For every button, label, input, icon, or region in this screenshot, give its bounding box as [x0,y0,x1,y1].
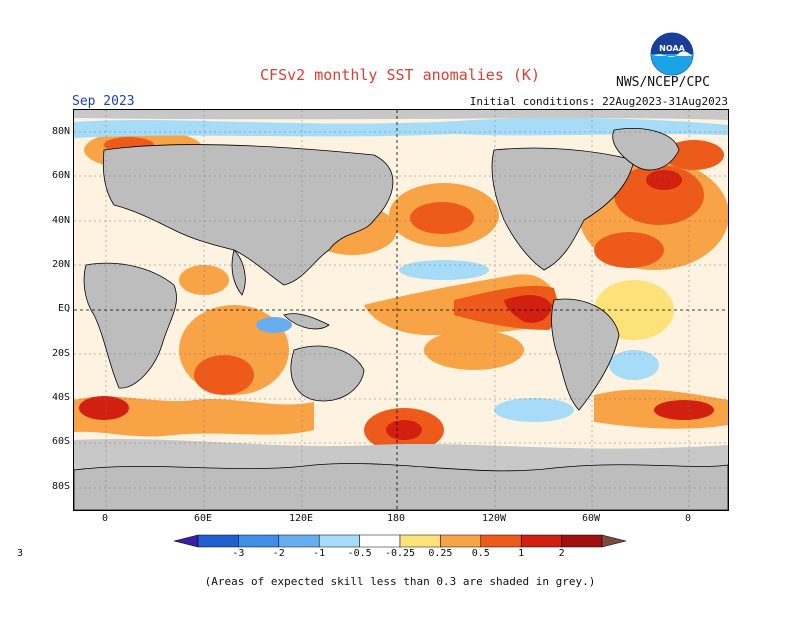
land-eurasia [102,144,394,286]
land-africa [83,262,177,389]
lat-label-40s: 40S [51,392,70,403]
footnote: (Areas of expected skill less than 0.3 a… [204,575,596,588]
equator-dateline [74,110,728,510]
colorbar-segment [359,534,401,548]
cool-anomaly-layer [74,117,728,422]
logo-text: NOAA [659,44,685,53]
map-canvas [74,110,728,510]
initial-conditions: Initial conditions: 22Aug2023-31Aug2023 [469,95,728,108]
colorbar-min-triangle [174,534,199,548]
lat-label-80n: 80N [51,126,70,137]
lon-label-0-west: 0 [101,513,109,524]
lon-label-60e: 60E [193,513,213,524]
lon-label-180: 180 [386,513,406,524]
land-australia [290,345,365,402]
colorbar-segment [480,534,522,548]
colorbar [174,534,626,548]
lon-label-120e: 120E [288,513,314,524]
map-title: CFSv2 monthly SST anomalies (K) [260,66,540,84]
colorbar-segment [561,534,603,548]
colorbar-tick-label: -1 [313,548,326,559]
colorbar-tick-label: 1 [518,548,525,559]
noaa-logo: NOAA [650,32,694,76]
colorbar-max-triangle [601,534,626,548]
land-layer [74,128,728,510]
colorbar-tick-label: 0.25 [428,548,453,559]
colorbar-tick-label: -0.5 [347,548,372,559]
colorbar-segment [520,534,562,548]
lat-label-20s: 20S [51,348,70,359]
colorbar-segment [278,534,320,548]
colorbar-segment [197,534,239,548]
land-antarctica [74,463,728,510]
lat-label-20n: 20N [51,259,70,270]
lon-label-0-east: 0 [684,513,692,524]
lat-label-40n: 40N [51,215,70,226]
colorbar-segment [238,534,280,548]
colorbar-tick-label: -0.25 [384,548,416,559]
lon-label-60w: 60W [581,513,601,524]
sst-anomaly-map [73,109,729,511]
land-south-america [551,298,620,411]
colorbar-tick-label: 3 [16,548,24,559]
colorbar-segment [440,534,482,548]
forecast-period: Sep 2023 [72,94,135,109]
lat-label-80s: 80S [51,481,70,492]
colorbar-tick-label: 0.5 [471,548,490,559]
lat-label-eq: EQ [57,303,70,314]
colorbar-tick-label: -3 [232,548,245,559]
land-india [231,249,246,296]
lat-label-60n: 60N [51,170,70,181]
land-greenland [612,128,680,171]
colorbar-tick-label: 2 [558,548,565,559]
lon-label-120w: 120W [481,513,507,524]
colorbar-segment [399,534,441,548]
land-maritime-continent [283,313,330,330]
colorbar-tick-label: -2 [272,548,285,559]
lat-label-60s: 60S [51,436,70,447]
agency-label: NWS/NCEP/CPC [616,75,710,90]
land-north-america [491,147,635,271]
colorbar-segment [318,534,360,548]
